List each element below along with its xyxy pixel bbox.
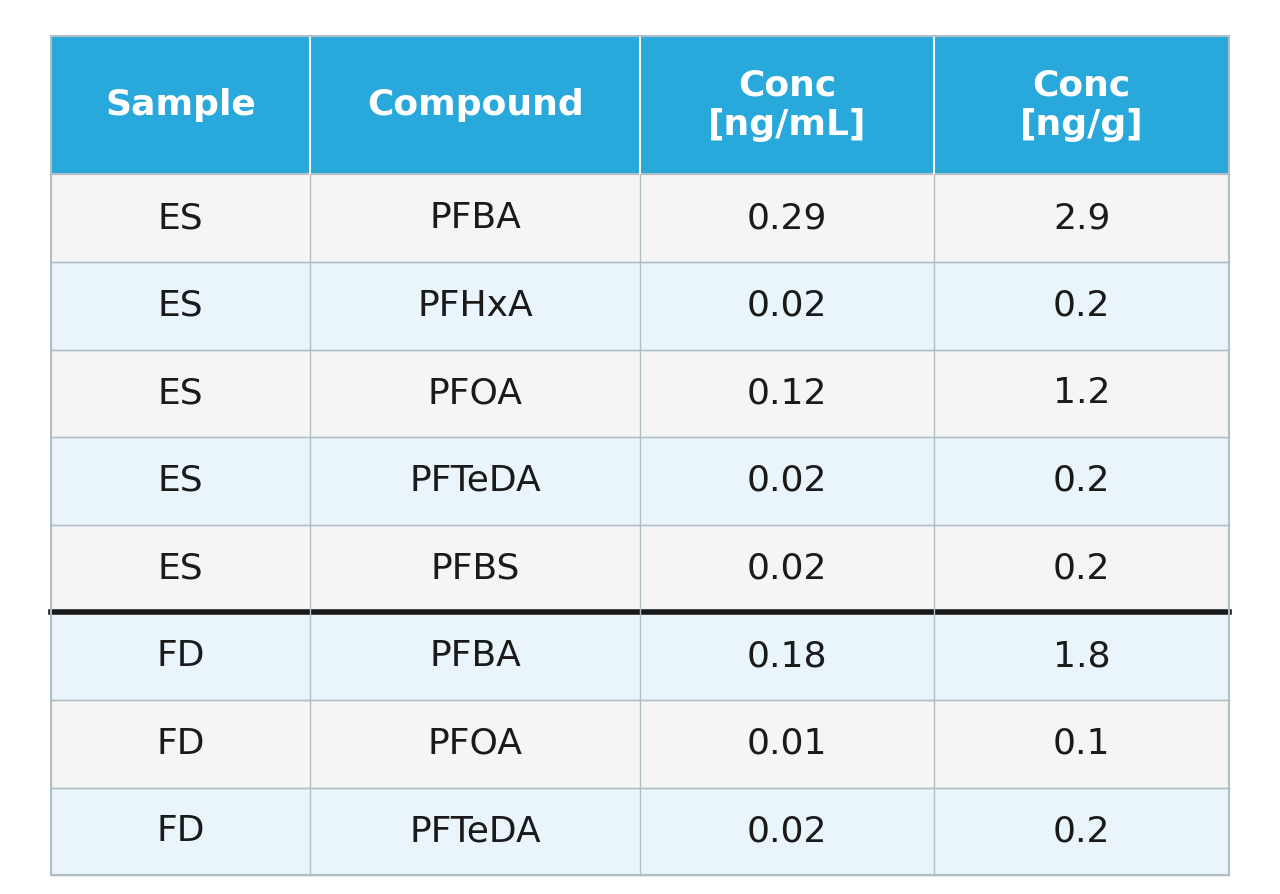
Text: FD: FD	[156, 814, 205, 848]
Text: 0.29: 0.29	[748, 201, 827, 235]
Text: Sample: Sample	[105, 88, 256, 122]
Text: 0.18: 0.18	[748, 639, 827, 673]
Bar	[310, 350, 640, 437]
Bar	[934, 350, 1229, 437]
Text: 0.2: 0.2	[1053, 552, 1110, 586]
Text: PFBA: PFBA	[429, 639, 521, 673]
Text: PFBS: PFBS	[430, 552, 520, 586]
Bar	[640, 437, 934, 525]
Bar	[934, 612, 1229, 700]
Text: ES: ES	[157, 552, 204, 586]
Bar	[310, 262, 640, 350]
Text: PFHxA: PFHxA	[417, 289, 532, 323]
Text: 1.2: 1.2	[1053, 376, 1110, 410]
Text: Conc
[ng/g]: Conc [ng/g]	[1020, 68, 1143, 142]
Text: FD: FD	[156, 639, 205, 673]
Text: 0.2: 0.2	[1053, 814, 1110, 848]
Bar	[310, 437, 640, 525]
Bar	[934, 262, 1229, 350]
Bar	[51, 36, 310, 174]
Bar	[310, 700, 640, 788]
Text: Compound: Compound	[367, 88, 584, 122]
Text: 0.12: 0.12	[748, 376, 827, 410]
Bar	[51, 350, 310, 437]
Bar	[934, 36, 1229, 174]
Text: 0.1: 0.1	[1053, 727, 1110, 761]
Text: 0.02: 0.02	[748, 814, 827, 848]
Bar	[640, 350, 934, 437]
Text: Conc
[ng/mL]: Conc [ng/mL]	[708, 68, 867, 142]
Bar	[310, 174, 640, 262]
Bar	[310, 36, 640, 174]
Text: ES: ES	[157, 376, 204, 410]
Text: 1.8: 1.8	[1052, 639, 1111, 673]
Bar	[51, 262, 310, 350]
Text: ES: ES	[157, 464, 204, 498]
Text: 0.2: 0.2	[1053, 464, 1110, 498]
Text: FD: FD	[156, 727, 205, 761]
Bar	[51, 700, 310, 788]
Bar	[640, 525, 934, 612]
Bar	[310, 788, 640, 875]
Text: 0.02: 0.02	[748, 552, 827, 586]
Text: 0.2: 0.2	[1053, 289, 1110, 323]
Text: 0.02: 0.02	[748, 464, 827, 498]
Text: PFTeDA: PFTeDA	[410, 814, 541, 848]
Bar	[640, 788, 934, 875]
Bar	[310, 525, 640, 612]
Bar	[934, 700, 1229, 788]
Text: PFOA: PFOA	[428, 376, 522, 410]
Bar	[640, 174, 934, 262]
Bar	[640, 262, 934, 350]
Bar	[934, 525, 1229, 612]
Bar	[934, 437, 1229, 525]
Bar	[640, 700, 934, 788]
Bar	[51, 525, 310, 612]
Bar	[934, 788, 1229, 875]
Text: 0.02: 0.02	[748, 289, 827, 323]
Text: 0.01: 0.01	[748, 727, 827, 761]
Text: PFOA: PFOA	[428, 727, 522, 761]
Bar	[51, 437, 310, 525]
Text: 2.9: 2.9	[1053, 201, 1110, 235]
Bar	[51, 788, 310, 875]
Text: PFBA: PFBA	[429, 201, 521, 235]
Text: PFTeDA: PFTeDA	[410, 464, 541, 498]
Bar	[934, 174, 1229, 262]
Bar	[310, 612, 640, 700]
Text: ES: ES	[157, 289, 204, 323]
Bar	[51, 174, 310, 262]
Bar	[640, 612, 934, 700]
Bar	[640, 36, 934, 174]
Bar	[51, 612, 310, 700]
Text: ES: ES	[157, 201, 204, 235]
